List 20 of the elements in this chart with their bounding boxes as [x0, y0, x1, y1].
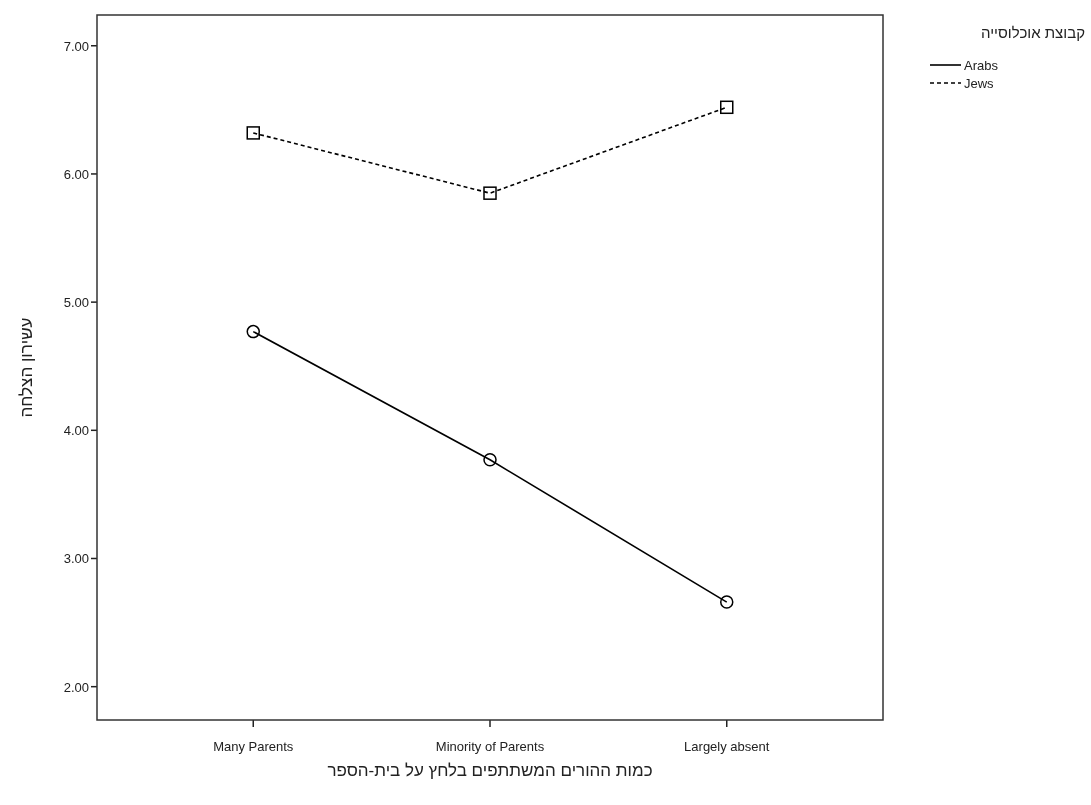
x-axis-title: כמות ההורים המשתתפים בלחץ על בית-הספר [327, 761, 653, 780]
y-tick-label: 2.00 [63, 679, 89, 695]
y-tick-label: 5.00 [63, 295, 89, 311]
point [720, 100, 734, 115]
x-tick-label: Largely absent [684, 739, 770, 754]
y-tick-label: 4.00 [63, 423, 89, 439]
y-tick-label: 6.00 [63, 166, 89, 182]
y-tick-label: 7.00 [63, 38, 89, 54]
point [720, 595, 734, 609]
point [246, 126, 260, 140]
x-tick-label: Many Parents [213, 739, 294, 754]
point [483, 453, 497, 467]
point [246, 324, 260, 339]
legend-label: Arabs [964, 58, 999, 73]
legend-label: Jews [964, 76, 995, 91]
y-tick-label: 3.00 [63, 551, 89, 567]
y-axis-title: עשירון הצלחה [17, 317, 36, 418]
point [483, 186, 497, 200]
x-tick-label: Minority of Parents [435, 739, 545, 754]
legend-title: קבוצת אוכלוסייה [981, 24, 1086, 41]
